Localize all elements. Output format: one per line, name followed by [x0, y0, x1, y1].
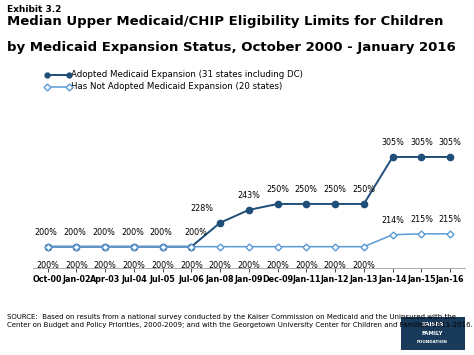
Text: 200%: 200%	[151, 261, 174, 269]
Text: 200%: 200%	[180, 261, 203, 269]
Text: 200%: 200%	[324, 261, 346, 269]
Text: KAISER: KAISER	[421, 322, 444, 327]
Text: 200%: 200%	[65, 261, 88, 269]
Text: 250%: 250%	[324, 185, 346, 194]
Text: 305%: 305%	[410, 138, 433, 147]
Text: Median Upper Medicaid/CHIP Eligibility Limits for Children: Median Upper Medicaid/CHIP Eligibility L…	[7, 15, 444, 28]
Text: 200%: 200%	[266, 261, 289, 269]
Text: FAMILY: FAMILY	[422, 331, 443, 336]
Text: FOUNDATION: FOUNDATION	[417, 340, 448, 344]
Text: 200%: 200%	[64, 228, 86, 237]
Text: 200%: 200%	[122, 261, 145, 269]
Text: 250%: 250%	[352, 185, 375, 194]
Text: 200%: 200%	[121, 228, 144, 237]
Text: by Medicaid Expansion Status, October 2000 - January 2016: by Medicaid Expansion Status, October 20…	[7, 41, 456, 54]
Text: Has Not Adopted Medicaid Expansion (20 states): Has Not Adopted Medicaid Expansion (20 s…	[71, 82, 283, 92]
Text: 215%: 215%	[410, 215, 433, 224]
Text: 215%: 215%	[438, 215, 462, 224]
Text: 305%: 305%	[381, 138, 404, 147]
Text: 214%: 214%	[381, 216, 404, 225]
Text: 200%: 200%	[35, 228, 58, 237]
Text: 200%: 200%	[295, 261, 318, 269]
Text: 200%: 200%	[94, 261, 117, 269]
Text: 250%: 250%	[295, 185, 318, 194]
Text: 200%: 200%	[150, 228, 173, 237]
Text: 200%: 200%	[92, 228, 115, 237]
Text: 305%: 305%	[439, 138, 462, 147]
Text: SOURCE:  Based on results from a national survey conducted by the Kaiser Commiss: SOURCE: Based on results from a national…	[7, 314, 473, 328]
Text: 250%: 250%	[266, 185, 289, 194]
Text: Exhibit 3.2: Exhibit 3.2	[7, 5, 62, 14]
Text: 200%: 200%	[237, 261, 260, 269]
Text: 228%: 228%	[191, 204, 214, 213]
Text: 243%: 243%	[237, 191, 260, 200]
Text: 200%: 200%	[184, 228, 207, 237]
Text: 200%: 200%	[353, 261, 375, 269]
Text: 200%: 200%	[36, 261, 59, 269]
Text: 200%: 200%	[209, 261, 231, 269]
Text: Adopted Medicaid Expansion (31 states including DC): Adopted Medicaid Expansion (31 states in…	[71, 70, 303, 79]
